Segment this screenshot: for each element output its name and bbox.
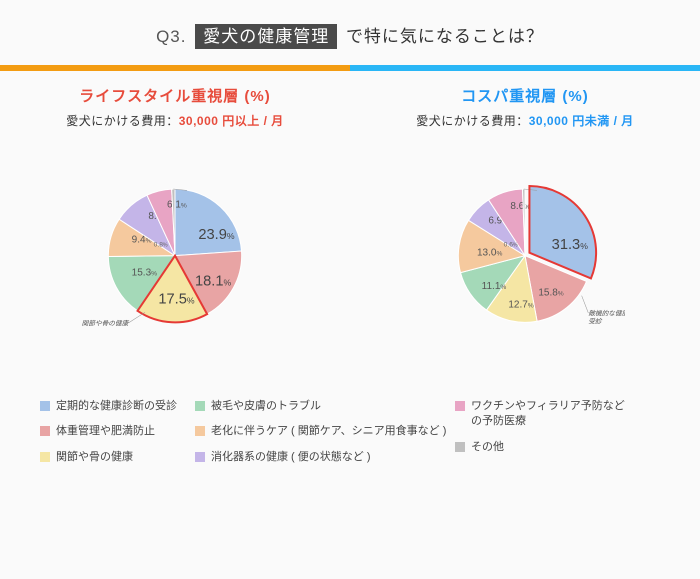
legend-col: 被毛や皮膚のトラブル老化に伴うケア ( 関節ケア、シニア用食事など ) 消化器系の… [195,399,455,465]
legend-label: ワクチンやフィラリア予防などの予防医療 [471,399,635,430]
pie-right: 31.3%15.8%12.7%11.1%13.0%6.9%8.6%0.6%敵機的… [425,159,625,359]
accent-bar-right [350,65,700,71]
legend-item: 関節や骨の健康 [40,450,195,465]
panel-sub-left: 愛犬にかける費用：30,000 円以上 / 月 [0,112,350,129]
question-header: Q3. 愛犬の健康管理 で特に気になることは？ [0,0,700,65]
legend-swatch [195,426,205,436]
pie-left: 23.9%18.1%17.5%15.3%9.4%8.9%6.1%0.8%関節や骨… [75,159,275,359]
legend-item: 消化器系の健康 ( 便の状態など ) [195,450,455,465]
infographic-root: Q3. 愛犬の健康管理 で特に気になることは？ ライフスタイル重視層 (%) 愛… [0,0,700,579]
legend-swatch [195,401,205,411]
legend-swatch [455,442,465,452]
legend-item: 定期的な健康診断の受診 [40,399,195,414]
chart-right: 31.3%15.8%12.7%11.1%13.0%6.9%8.6%0.6%敵機的… [350,129,700,389]
legend-swatch [195,452,205,462]
legend-label: その他 [471,440,504,455]
legend-label: 消化器系の健康 ( 便の状態など ) [211,450,371,465]
legend-item: 体重管理や肥満防止 [40,424,195,439]
legend-col: 定期的な健康診断の受診体重管理や肥満防止関節や骨の健康 [40,399,195,465]
slice-label: 8.6% [510,201,530,212]
callout-text: 関節や骨の健康 [82,320,130,328]
legend-swatch [40,426,50,436]
accent-bar-left [0,65,350,71]
panel-right: コスパ重視層 (%) 愛犬にかける費用：30,000 円未満 / 月 31.3%… [350,65,700,389]
slice-label: 0.6% [504,241,518,248]
legend-swatch [40,401,50,411]
question-rest: で特に気になることは？ [346,27,544,46]
chart-left: 23.9%18.1%17.5%15.3%9.4%8.9%6.1%0.8%関節や骨… [0,129,350,389]
legend-item: 老化に伴うケア ( 関節ケア、シニア用食事など ) [195,424,455,439]
panel-title-right: コスパ重視層 (%) [350,85,700,106]
pie-slice [175,189,242,256]
panels: ライフスタイル重視層 (%) 愛犬にかける費用：30,000 円以上 / 月 2… [0,65,700,389]
legend-swatch [455,401,465,411]
legend-label: 体重管理や肥満防止 [56,424,155,439]
legend: 定期的な健康診断の受診体重管理や肥満防止関節や骨の健康被毛や皮膚のトラブル老化に… [0,389,700,475]
legend-col: ワクチンやフィラリア予防などの予防医療その他 [455,399,635,465]
panel-title-left: ライフスタイル重視層 (%) [0,85,350,106]
legend-swatch [40,452,50,462]
question-highlight: 愛犬の健康管理 [195,24,337,49]
panel-sub-right: 愛犬にかける費用：30,000 円未満 / 月 [350,112,700,129]
panel-left: ライフスタイル重視層 (%) 愛犬にかける費用：30,000 円以上 / 月 2… [0,65,350,389]
legend-item: ワクチンやフィラリア予防などの予防医療 [455,399,635,430]
legend-label: 関節や骨の健康 [56,450,133,465]
question-number: Q3. [156,27,186,46]
legend-item: 被毛や皮膚のトラブル [195,399,455,414]
slice-label: 0.8% [154,241,168,248]
legend-label: 定期的な健康診断の受診 [56,399,177,414]
legend-label: 老化に伴うケア ( 関節ケア、シニア用食事など ) [211,424,446,439]
legend-item: その他 [455,440,635,455]
callout-text: 敵機的な健康診断の受診 [588,310,625,326]
legend-label: 被毛や皮膚のトラブル [211,399,321,414]
